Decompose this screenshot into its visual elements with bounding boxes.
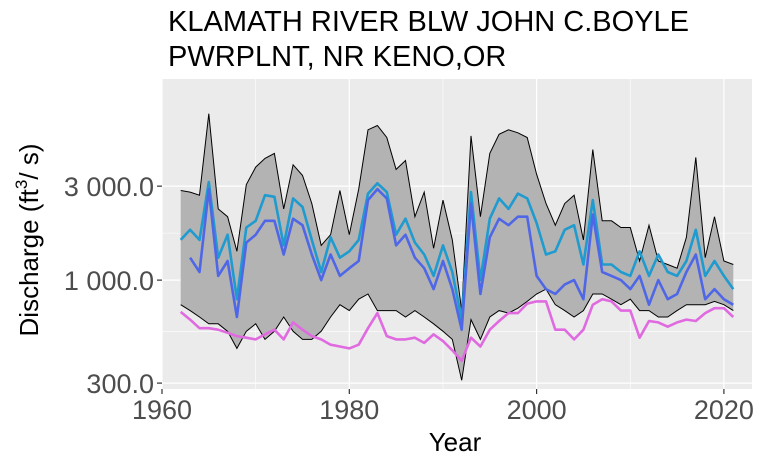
x-tick-label: 1960: [132, 395, 192, 425]
y-axis-title-main: Discharge (ft: [14, 188, 44, 336]
band-lower-edge: [180, 288, 734, 381]
chart-title-line-1: KLAMATH RIVER BLW JOHN C.BOYLE: [168, 6, 689, 38]
y-tick-label: 1 000.0: [64, 266, 154, 296]
y-axis-title-tail: / s): [14, 144, 44, 180]
x-tick-label: 1980: [319, 395, 379, 425]
y-axis-title-exponent: 3: [12, 180, 31, 189]
x-tick-label: 2000: [507, 395, 567, 425]
x-axis-title: Year: [429, 427, 482, 457]
range-band: [180, 113, 734, 381]
axis-ticks: 1960 1980 2000 2020 300.0 1 000.0 3 000.0: [64, 172, 754, 425]
data-layer: [179, 113, 735, 381]
y-tick-label: 3 000.0: [64, 172, 154, 202]
x-tick-label: 2020: [694, 395, 754, 425]
series-line-upper: [179, 180, 735, 321]
y-axis-title: Discharge (ft3/ s): [12, 144, 44, 337]
series-line-middle: [189, 187, 734, 331]
chart-title-line-2: PWRPLNT, NR KENO,OR: [168, 41, 506, 73]
y-tick-label: 300.0: [86, 369, 154, 399]
series-line-lower: [179, 297, 735, 362]
